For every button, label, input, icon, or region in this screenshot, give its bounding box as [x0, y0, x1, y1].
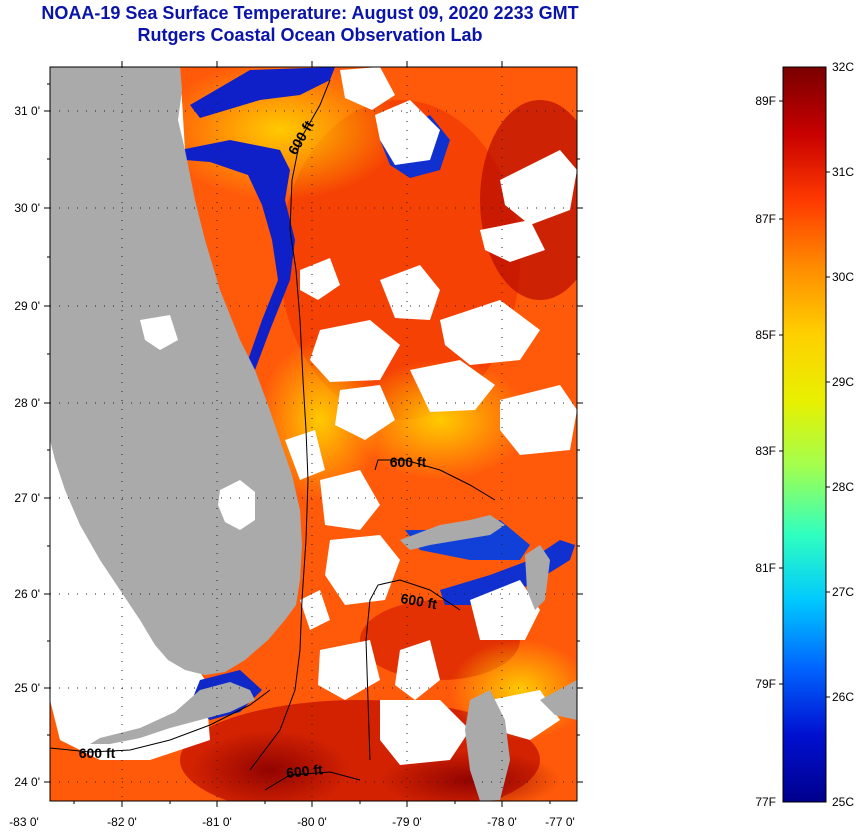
f-label: 89F: [755, 94, 776, 108]
map-frame: [49, 66, 578, 802]
inland-cloud: [140, 315, 178, 350]
isobath-label-south: 600 ft: [285, 761, 323, 781]
isobath-label-bank: 600 ft: [390, 454, 427, 470]
isobath-bank: [374, 459, 496, 501]
map-ticks: [44, 61, 583, 807]
lat-label: 24 0': [14, 775, 40, 789]
f-label: 81F: [755, 561, 776, 575]
c-label: 31C: [832, 165, 854, 179]
c-label: 25C: [832, 795, 854, 809]
abaco-island: [525, 545, 550, 610]
f-label: 79F: [755, 677, 776, 691]
isobath-shelf-east: [249, 79, 331, 771]
cloud-patches: [285, 67, 577, 765]
lon-label: -83 0': [9, 815, 39, 829]
c-label: 30C: [832, 270, 854, 284]
andros-island: [465, 690, 510, 801]
lon-label: -79 0': [392, 815, 422, 829]
sst-map: 600 ft 600 ft 600 ft 600 ft 600 ft: [50, 67, 577, 801]
lat-label: 26 0': [14, 587, 40, 601]
grand-bahama-island: [400, 515, 505, 550]
lat-label: 27 0': [14, 491, 40, 505]
isobath-label-keys: 600 ft: [79, 745, 116, 761]
latitude-labels: 31 0' 30 0' 29 0' 28 0' 27 0' 26 0' 25 0…: [14, 104, 40, 789]
cuba-edge: [540, 680, 577, 720]
colorbar-celsius-labels: 32C 31C 30C 29C 28C 27C 26C 25C: [832, 60, 854, 809]
f-label: 87F: [755, 212, 776, 226]
colorbar: [782, 66, 827, 803]
florida-keys: [90, 682, 255, 744]
lon-label: -82 0': [107, 815, 137, 829]
isobath-bahamas: [365, 579, 461, 761]
cold-coastal-north: [180, 140, 295, 370]
lat-label: 25 0': [14, 681, 40, 695]
c-label: 28C: [832, 480, 854, 494]
c-label: 32C: [832, 60, 854, 74]
c-label: 27C: [832, 585, 854, 599]
lon-label: -80 0': [297, 815, 327, 829]
c-label: 29C: [832, 375, 854, 389]
c-label: 26C: [832, 690, 854, 704]
lat-label: 31 0': [14, 104, 40, 118]
isobath-south: [264, 771, 361, 791]
lat-label: 30 0': [14, 201, 40, 215]
title-line-2: Rutgers Coastal Ocean Observation Lab: [137, 25, 483, 45]
lake-okeechobee: [218, 480, 255, 530]
lat-label: 28 0': [14, 396, 40, 410]
dark-zone-keys: [190, 730, 350, 801]
isobath-keys: [50, 689, 271, 753]
title-line-1: NOAA-19 Sea Surface Temperature: August …: [41, 3, 579, 23]
colorbar-fahrenheit-labels: 89F 87F 85F 83F 81F 79F 77F: [755, 94, 776, 809]
colorbar-ticks: [779, 100, 830, 698]
title: NOAA-19 Sea Surface Temperature: August …: [0, 2, 620, 46]
longitude-labels: -83 0' -82 0' -81 0' -80 0' -79 0' -78 0…: [9, 815, 575, 829]
dark-zone-south: [380, 750, 560, 801]
lon-label: -77 0': [545, 815, 575, 829]
f-label: 83F: [755, 444, 776, 458]
isobath-label-bahamas: 600 ft: [399, 590, 438, 612]
cold-water-top: [190, 67, 335, 118]
lon-label: -81 0': [202, 815, 232, 829]
f-label: 77F: [755, 795, 776, 809]
lat-label: 29 0': [14, 299, 40, 313]
lon-label: -78 0': [487, 815, 517, 829]
f-label: 85F: [755, 328, 776, 342]
